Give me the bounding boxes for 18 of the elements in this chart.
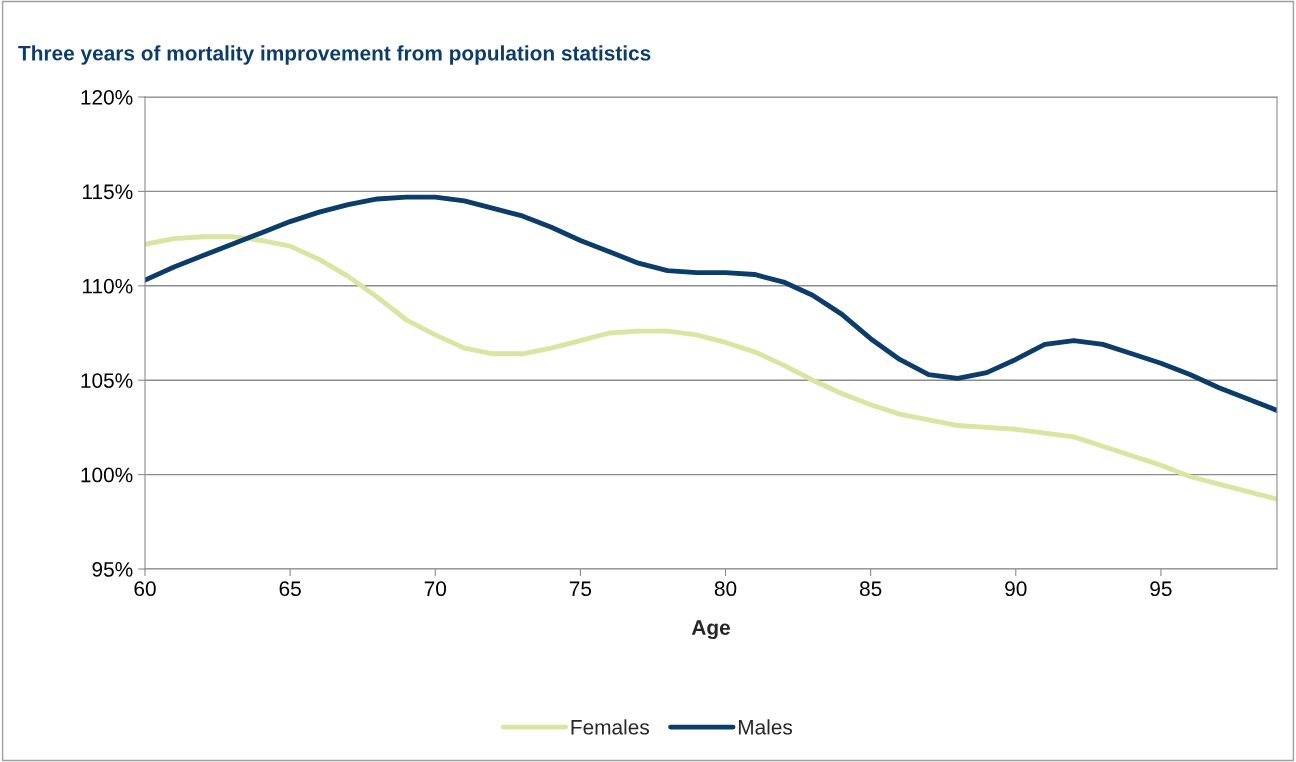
y-tick-label: 95% bbox=[92, 562, 133, 577]
y-tick-label: 115% bbox=[83, 184, 133, 200]
legend-label: Males bbox=[738, 719, 793, 735]
x-tick-label: 70 bbox=[424, 581, 447, 597]
y-tick-label: 100% bbox=[81, 467, 133, 483]
x-tick-label: 85 bbox=[859, 581, 882, 597]
x-tick-label: 95 bbox=[1150, 581, 1172, 597]
chart-title: Three years of mortality improvement from population statistics bbox=[18, 45, 651, 65]
x-tick-label: 65 bbox=[279, 581, 301, 597]
legend-label: Females bbox=[571, 719, 649, 735]
y-tick-label: 120% bbox=[81, 90, 133, 105]
x-tick-label: 75 bbox=[569, 581, 592, 597]
x-tick-label: 90 bbox=[1005, 581, 1027, 597]
y-tick-label: 110% bbox=[83, 278, 133, 294]
x-tick-label: 60 bbox=[134, 581, 156, 597]
y-tick-label: 105% bbox=[81, 373, 133, 388]
x-tick-label: 80 bbox=[714, 581, 737, 597]
x-axis-title: Age bbox=[691, 620, 730, 640]
